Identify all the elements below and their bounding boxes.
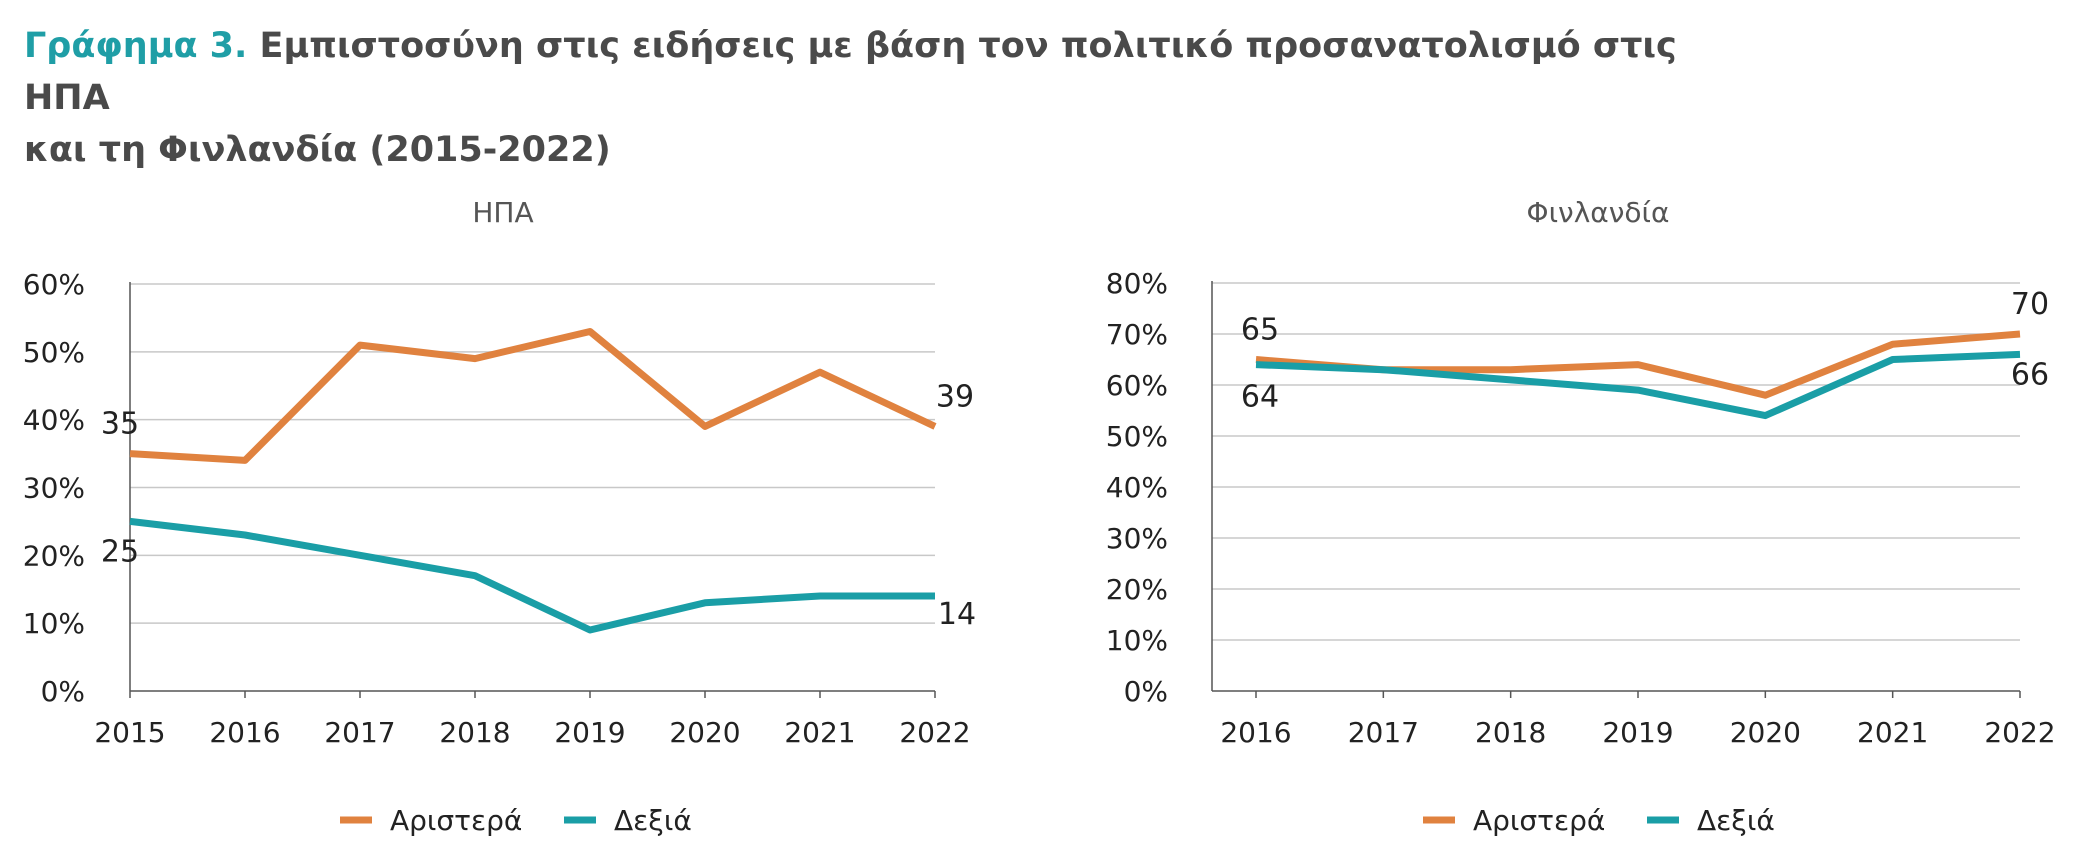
- usa-legend-label-left: Αριστερά: [390, 804, 522, 837]
- usa-series-left-line: [129, 328, 937, 464]
- usa-x-tick-label: 2019: [554, 716, 625, 749]
- finland-x-tick-label: 2022: [1984, 716, 2055, 749]
- finland-data-label: 64: [1241, 380, 1279, 415]
- finland-y-tick-label: 30%: [1106, 522, 1168, 555]
- finland-chart-subtitle: Φινλανδία: [1527, 196, 1670, 229]
- usa-x-tick-label: 2016: [209, 716, 280, 749]
- finland-x-tick-label: 2019: [1602, 716, 1673, 749]
- finland-x-tick-label: 2021: [1857, 716, 1928, 749]
- usa-x-tick-label: 2015: [94, 716, 165, 749]
- chart-title-line1: Εμπιστοσύνη στις ειδήσεις με βάση τον πο…: [24, 26, 1677, 118]
- usa-data-label: 39: [936, 379, 974, 414]
- usa-x-tick-label: 2022: [899, 716, 970, 749]
- finland-y-tick-label: 10%: [1106, 624, 1168, 657]
- usa-y-tick-label: 60%: [23, 268, 85, 301]
- finland-y-tick-label: 20%: [1106, 573, 1168, 606]
- usa-legend-label-right: Δεξιά: [614, 804, 692, 837]
- finland-x-tick-label: 2017: [1348, 716, 1419, 749]
- usa-y-tick-label: 50%: [23, 336, 85, 369]
- usa-data-label: 35: [101, 407, 139, 442]
- chart-title: Γράφημα 3. Εμπιστοσύνη στις ειδήσεις με …: [24, 20, 1724, 176]
- usa-x-tick-label: 2020: [669, 716, 740, 749]
- finland-y-tick-label: 60%: [1106, 369, 1168, 402]
- usa-x-tick-label: 2021: [784, 716, 855, 749]
- usa-data-label: 25: [101, 534, 139, 569]
- finland-series-right-line: [1255, 350, 2021, 420]
- usa-y-tick-label: 0%: [41, 675, 85, 708]
- usa-y-tick-label: 30%: [23, 472, 85, 505]
- usa-chart-subtitle: ΗΠΑ: [472, 196, 533, 229]
- finland-y-tick-label: 0%: [1124, 675, 1168, 708]
- usa-series-right-line: [129, 517, 935, 634]
- finland-data-label: 65: [1241, 313, 1279, 348]
- chart-title-prefix: Γράφημα 3.: [24, 26, 248, 66]
- finland-legend-label-right: Δεξιά: [1697, 804, 1775, 837]
- finland-x-tick-label: 2018: [1475, 716, 1546, 749]
- finland-data-label: 66: [2011, 357, 2049, 392]
- finland-y-tick-label: 50%: [1106, 420, 1168, 453]
- usa-y-tick-label: 20%: [23, 539, 85, 572]
- finland-series-left-line: [1255, 330, 2021, 399]
- finland-y-tick-label: 40%: [1106, 471, 1168, 504]
- finland-y-tick-label: 70%: [1106, 318, 1168, 351]
- finland-x-tick-label: 2020: [1730, 716, 1801, 749]
- usa-y-tick-label: 10%: [23, 607, 85, 640]
- finland-data-label: 70: [2011, 287, 2049, 322]
- finland-y-tick-label: 80%: [1106, 267, 1168, 300]
- usa-x-tick-label: 2017: [324, 716, 395, 749]
- usa-x-tick-label: 2018: [439, 716, 510, 749]
- finland-legend-label-left: Αριστερά: [1473, 804, 1605, 837]
- chart-title-line2: και τη Φινλανδία (2015-2022): [24, 130, 611, 170]
- usa-y-tick-label: 40%: [23, 404, 85, 437]
- usa-data-label: 14: [938, 597, 976, 632]
- finland-x-tick-label: 2016: [1220, 716, 1291, 749]
